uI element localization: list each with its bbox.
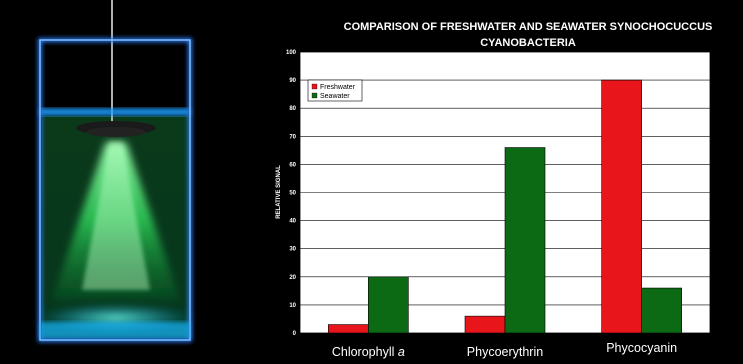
legend-swatch-seawater bbox=[311, 92, 318, 99]
y-tick-label: 70 bbox=[289, 134, 296, 140]
y-tick-labels: 0 10 20 30 40 50 60 70 80 90 100 bbox=[286, 50, 297, 337]
y-tick-label: 20 bbox=[289, 275, 296, 281]
bar-chart: COMPARISON OF FRESHWATER AND SEAWATER SY… bbox=[276, 21, 713, 359]
bar-freshwater-phycoerythrin bbox=[464, 315, 506, 334]
bar-freshwater-phycocyanin bbox=[601, 79, 642, 334]
legend-box bbox=[307, 79, 363, 102]
bar-seawater-phycoerythrin bbox=[504, 147, 546, 334]
bars bbox=[328, 79, 682, 334]
y-tick-label: 30 bbox=[289, 247, 296, 253]
chart-title-line1: COMPARISON OF FRESHWATER AND SEAWATER SY… bbox=[344, 21, 713, 33]
bar-freshwater-chlorophyll bbox=[328, 324, 369, 334]
y-tick-label: 80 bbox=[289, 106, 296, 112]
x-tick-label: Chlorophyll a bbox=[332, 345, 405, 359]
y-tick-label: 90 bbox=[289, 78, 296, 84]
y-tick-label: 10 bbox=[289, 303, 296, 309]
legend: Freshwater Seawater bbox=[307, 79, 363, 102]
legend-label-freshwater: Freshwater bbox=[320, 84, 356, 91]
y-tick-label: 50 bbox=[289, 191, 296, 197]
y-tick-label: 40 bbox=[289, 219, 296, 225]
y-tick-label: 60 bbox=[289, 162, 296, 168]
legend-swatch-freshwater bbox=[311, 83, 318, 90]
y-tick-label: 0 bbox=[293, 331, 297, 337]
legend-label-seawater: Seawater bbox=[320, 93, 350, 100]
bar-seawater-phycocyanin bbox=[641, 287, 682, 334]
x-tick-label: Phycoerythrin bbox=[467, 345, 543, 359]
y-axis-label: RELATIVE SIGNAL bbox=[276, 165, 282, 219]
category-labels: Chlorophyll a Phycoerythrin Phycocyanin bbox=[332, 341, 677, 359]
cuvette-fluorescence-photo bbox=[0, 0, 280, 364]
chart-title-line2: CYANOBACTERIA bbox=[480, 37, 576, 49]
bar-seawater-chlorophyll bbox=[368, 276, 409, 334]
x-tick-label: Phycocyanin bbox=[606, 341, 677, 355]
y-tick-label: 100 bbox=[286, 50, 297, 56]
